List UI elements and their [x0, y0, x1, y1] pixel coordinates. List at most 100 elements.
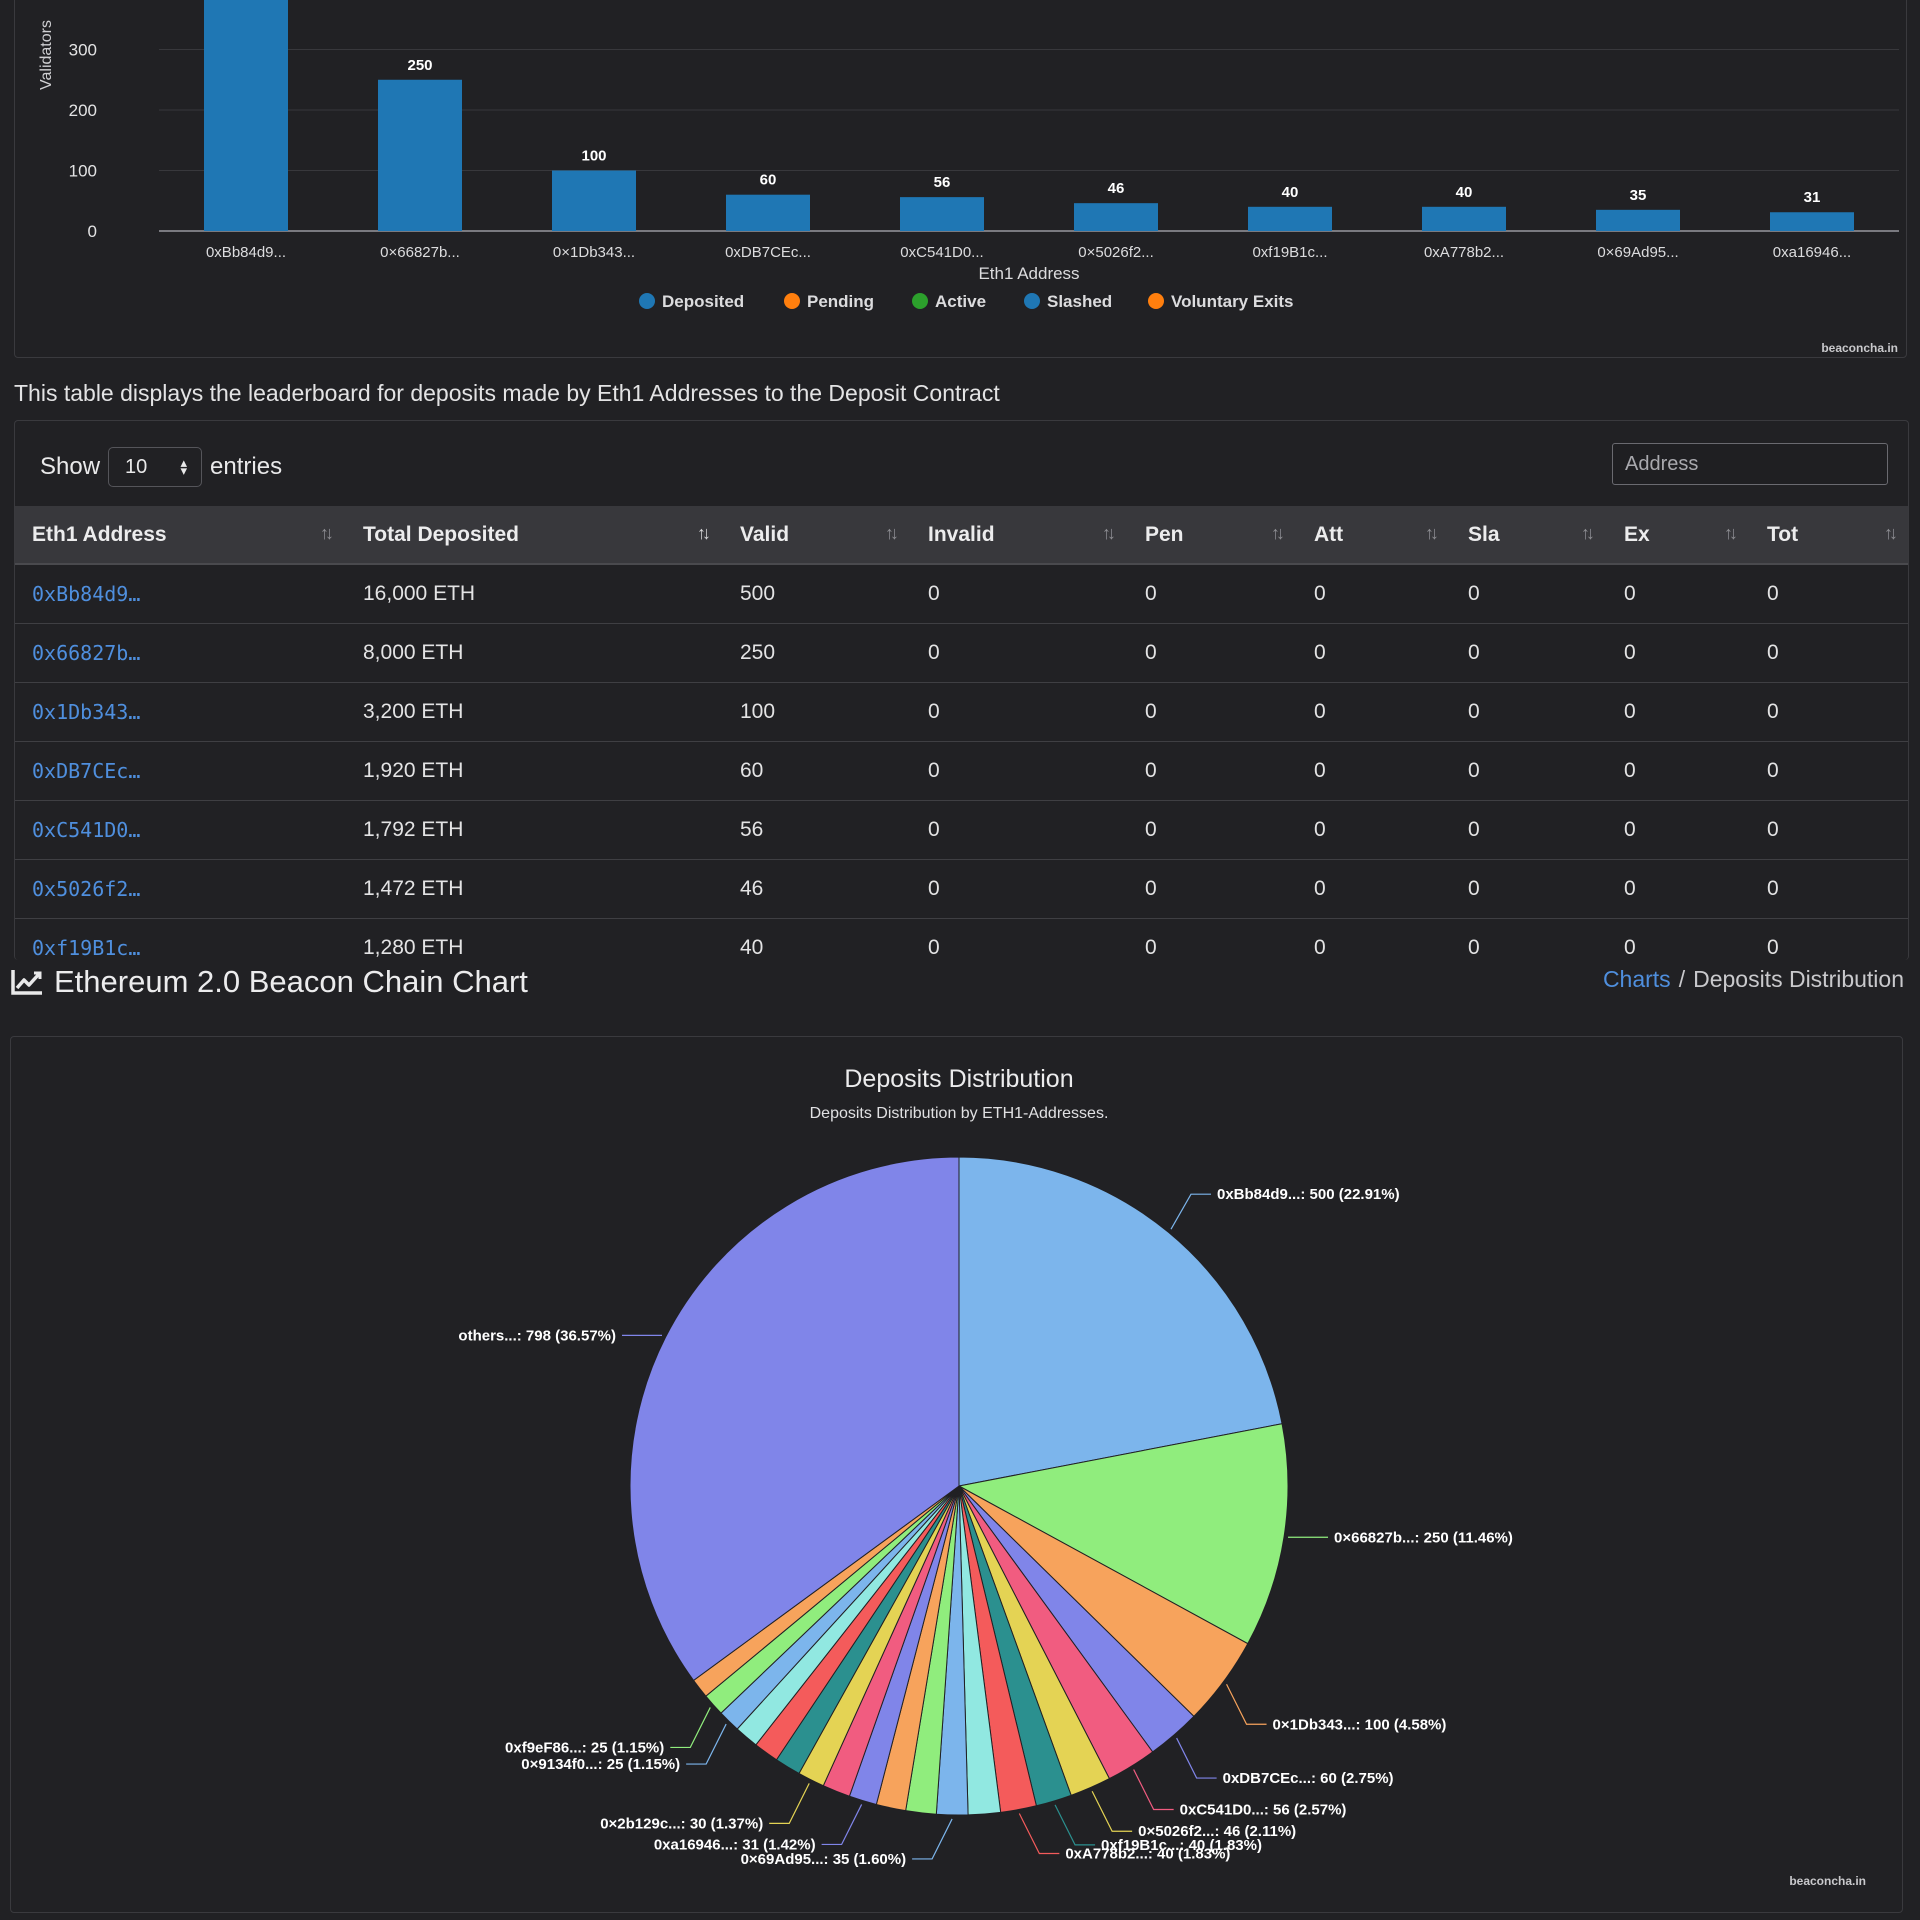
legend-item[interactable]: Voluntary Exits: [1171, 292, 1294, 311]
table-cell: 0: [1451, 682, 1607, 742]
table-cell: 0: [1607, 564, 1750, 624]
x-tick-label: 0xf19B1c...: [1252, 244, 1327, 261]
table-cell: 0: [1607, 918, 1750, 960]
table-cell: 0: [1297, 859, 1451, 919]
table-cell: 0: [1128, 564, 1297, 624]
eth1-address-link[interactable]: 0xDB7CEc…: [32, 758, 141, 783]
table-cell: 0: [1451, 800, 1607, 860]
legend-item[interactable]: Pending: [807, 292, 874, 311]
leaderboard-table-card: Show 10 ▴▾ entries Eth1 Address↑↓ Total …: [14, 420, 1909, 960]
table-cell: 0: [1607, 741, 1750, 801]
pie-connector: [670, 1707, 711, 1749]
eth1-address-link[interactable]: 0xC541D0…: [32, 817, 141, 842]
y-tick-label: 100: [69, 162, 97, 181]
bar[interactable]: [1596, 209, 1680, 231]
table-cell: 0: [1128, 800, 1297, 860]
bar-data-label: 31: [1804, 189, 1821, 206]
bar[interactable]: [204, 0, 288, 231]
pie-data-label: 0xa16946...: 31 (1.42%): [654, 1836, 816, 1853]
eth1-address-link[interactable]: 0xBb84d9…: [32, 581, 141, 606]
deposits-pie-chart: Deposits Distribution Deposits Distribut…: [458, 1065, 1866, 1888]
eth1-address-link[interactable]: 0x5026f2…: [32, 876, 141, 901]
table-cell: 60: [723, 741, 911, 801]
page-size-select[interactable]: 10 ▴ ▾: [108, 447, 203, 487]
bar[interactable]: [1248, 206, 1332, 231]
table-cell: 0: [1297, 564, 1451, 624]
sort-icon: ↑↓: [1581, 523, 1595, 543]
column-header-slashed[interactable]: Sla ↑↓: [1451, 506, 1607, 565]
address-search-input[interactable]: [1612, 443, 1888, 485]
pie-data-label: 0×1Db343...: 100 (4.58%): [1273, 1716, 1447, 1733]
pie-data-label: 0×2b129c...: 30 (1.37%): [600, 1815, 763, 1832]
pie-connector: [1018, 1813, 1060, 1855]
column-header-invalid[interactable]: Invalid ↑↓: [911, 506, 1128, 565]
column-header-exited[interactable]: Ex ↑↓: [1607, 506, 1750, 565]
y-tick-label: 300: [69, 41, 97, 60]
table-cell: 0: [1297, 623, 1451, 683]
column-header-total-deposited[interactable]: Total Deposited ↑↓: [346, 506, 723, 565]
table-cell: 0: [1297, 800, 1451, 860]
table-row: 0xBb84d9… 16,000 ETH 500 0 0 0 0 0 0: [15, 564, 1908, 624]
x-tick-label: 0×5026f2...: [1078, 244, 1153, 261]
table-cell: 0: [1750, 859, 1908, 919]
pie-connector: [686, 1723, 727, 1765]
pie-data-label: 0xDB7CEc...: 60 (2.75%): [1223, 1770, 1394, 1787]
bar-data-label: 250: [407, 57, 432, 74]
pie-connector: [1054, 1804, 1096, 1846]
bar[interactable]: [1422, 206, 1506, 231]
legend-item[interactable]: Slashed: [1047, 292, 1112, 311]
table-cell: 0: [911, 682, 1128, 742]
table-row: 0x1Db343… 3,200 ETH 100 0 0 0 0 0 0: [15, 682, 1908, 742]
column-header-eth1-address[interactable]: Eth1 Address ↑↓: [15, 506, 346, 565]
x-tick-label: 0×66827b...: [380, 244, 460, 261]
legend-item[interactable]: Deposited: [662, 292, 744, 311]
pie-slice[interactable]: [629, 1156, 960, 1682]
table-cell: 0: [1750, 682, 1908, 742]
column-header-pending[interactable]: Pen ↑↓: [1128, 506, 1297, 565]
breadcrumb-separator: /: [1678, 966, 1686, 992]
pie-data-label: 0xBb84d9...: 500 (22.91%): [1217, 1186, 1400, 1203]
breadcrumb: Charts / Deposits Distribution: [1603, 966, 1904, 993]
bar-y-axis-title: Validators: [38, 20, 55, 90]
table-cell: 0: [1750, 623, 1908, 683]
pie-connector: [769, 1783, 810, 1825]
bar[interactable]: [726, 194, 810, 231]
eth1-address-link[interactable]: 0x66827b…: [32, 640, 141, 665]
pie-data-label: 0×5026f2...: 46 (2.11%): [1138, 1823, 1296, 1840]
bar[interactable]: [900, 197, 984, 231]
legend-item[interactable]: Active: [935, 292, 986, 311]
pie-slice[interactable]: [958, 1156, 1283, 1487]
bar[interactable]: [1074, 203, 1158, 231]
column-header-attesting[interactable]: Att ↑↓: [1297, 506, 1451, 565]
eth1-address-link[interactable]: 0x1Db343…: [32, 699, 141, 724]
entries-label: entries: [210, 453, 283, 480]
bar-x-axis-title: Eth1 Address: [978, 264, 1079, 283]
bar[interactable]: [552, 170, 636, 232]
pie-chart-credit[interactable]: beaconcha.in: [1789, 1874, 1866, 1888]
pie-slice[interactable]: [957, 1423, 1289, 1645]
breadcrumb-charts-link[interactable]: Charts: [1602, 966, 1671, 992]
pie-data-label: 0×66827b...: 250 (11.46%): [1334, 1529, 1513, 1546]
line-chart-icon: [11, 970, 42, 995]
eth1-address-link[interactable]: 0xf19B1c…: [32, 935, 141, 960]
sort-icon: ↑↓: [320, 523, 334, 543]
table-cell: 40: [723, 918, 911, 960]
bar[interactable]: [1770, 212, 1854, 231]
pie-data-label: 0×9134f0...: 25 (1.15%): [521, 1756, 680, 1773]
legend-marker: [639, 293, 655, 309]
table-row: 0xf19B1c… 1,280 ETH 40 0 0 0 0 0 0: [15, 918, 1908, 960]
page-size-value: 10: [125, 455, 148, 478]
sort-icon: ↑↓: [1271, 523, 1285, 543]
table-cell: 0: [1607, 623, 1750, 683]
table-cell: 1,920 ETH: [346, 741, 723, 801]
bar-chart-credit[interactable]: beaconcha.in: [1821, 341, 1898, 355]
bar-data-label: 60: [760, 172, 777, 189]
column-header-valid[interactable]: Valid ↑↓: [723, 506, 911, 565]
bar[interactable]: [378, 79, 462, 231]
table-cell: 0: [1750, 800, 1908, 860]
table-cell: 0: [1128, 859, 1297, 919]
column-header-total[interactable]: Tot ↑↓: [1750, 506, 1908, 565]
table-row: 0xC541D0… 1,792 ETH 56 0 0 0 0 0 0: [15, 800, 1908, 860]
validators-bar-chart-card: 0 100 200 300 250 100 60 56 46 40 40 35 31 0xBb84d9…: [14, 0, 1907, 358]
pie-data-label: 0xf19B1c...: 40 (1.83%): [1101, 1837, 1262, 1854]
